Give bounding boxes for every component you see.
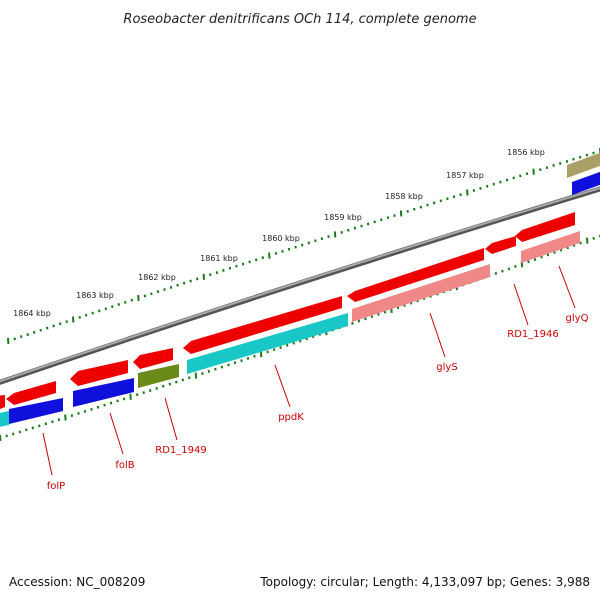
gene-blue-3 [572,171,600,195]
map-title: Roseobacter denitrificans OCh 114, compl… [123,12,476,27]
accession-text: Accession: NC_008209 [9,575,145,589]
gene-red-3 [70,360,128,386]
tick-label-1861: 1861 kbp [200,254,238,263]
gene-label-glyQ: glyQ [566,313,589,324]
tick-label-1858: 1858 kbp [385,192,423,201]
gene-red-4 [133,348,173,369]
tick-label-1856: 1856 kbp [507,148,545,157]
gene-label-RD1_1946: RD1_1946 [507,329,558,340]
tick-label-1860: 1860 kbp [262,234,300,243]
genome-summary-text: Topology: circular; Length: 4,133,097 bp… [259,575,590,589]
gene-label-folP: folP [47,481,65,492]
gene-label-folB: folB [115,460,134,471]
tick-label-1857: 1857 kbp [446,171,484,180]
gene-label-lines [42,265,576,476]
backbone [0,186,600,385]
gene-red-6 [347,248,484,302]
gene-pink-2 [521,231,580,263]
gene-labels: folP folB RD1_1949 ppdK glyS RD1_1946 gl… [47,313,589,492]
gene-red-7 [485,236,516,254]
gene-blue-1 [9,398,63,424]
genes [0,152,600,427]
ruler-ticks [7,148,600,345]
tick-label-1859: 1859 kbp [324,213,362,222]
tick-label-1863: 1863 kbp [76,291,114,300]
gene-label-RD1_1949: RD1_1949 [155,445,206,456]
ruler-labels: 1856 kbp 1857 kbp 1858 kbp 1859 kbp 1860… [13,148,545,318]
gene-red-8 [515,212,575,242]
gene-red-5 [183,296,342,354]
tick-label-1862: 1862 kbp [138,273,176,282]
gene-cyan-1 [0,411,9,427]
gene-red-2 [6,381,56,405]
gene-blue-2 [73,378,134,407]
tick-label-1864: 1864 kbp [13,309,51,318]
gene-khaki-1 [567,152,600,178]
gene-olive-1 [138,364,179,388]
gene-label-glyS: glyS [436,362,457,373]
gene-label-ppdK: ppdK [278,412,304,423]
gene-cyan-2 [187,313,348,374]
gene-pink-1 [352,264,490,322]
gene-red-1 [0,395,5,409]
